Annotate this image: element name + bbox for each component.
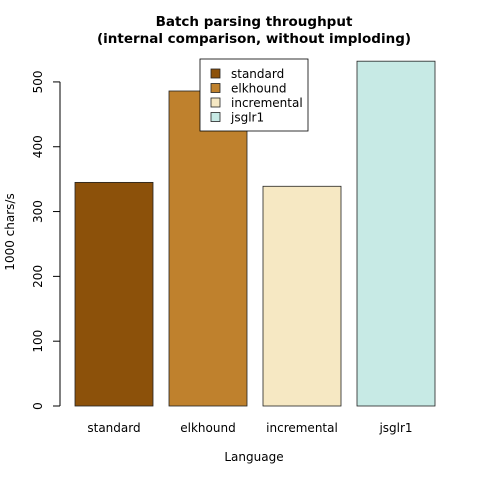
x-tick-labels: standard elkhound incremental jsglr1: [87, 421, 412, 435]
x-tick-label: standard: [87, 421, 140, 435]
y-tick-label: 400: [31, 135, 45, 158]
x-tick-label: elkhound: [180, 421, 235, 435]
bar-standard: [74, 181, 154, 407]
bar-jsglr1: [356, 60, 436, 407]
y-tick-label: 200: [31, 265, 45, 288]
y-tick-label: 0: [31, 402, 45, 410]
legend-label-incremental: incremental: [231, 96, 303, 110]
bar-elkhound: [168, 90, 248, 407]
legend-swatch-incremental: [210, 97, 221, 108]
y-tick-label: 300: [31, 200, 45, 223]
y-tick-label: 500: [31, 70, 45, 93]
y-tick-label: 100: [31, 330, 45, 353]
legend-swatch-standard: [210, 68, 221, 79]
y-axis-label: 1000 chars/s: [3, 193, 17, 270]
legend-swatch-jsglr1: [210, 112, 221, 122]
legend-label-standard: standard: [231, 67, 284, 81]
legend-label-elkhound: elkhound: [231, 82, 286, 96]
x-tick-label: incremental: [266, 421, 338, 435]
chart-title-line-1: Batch parsing throughput: [156, 14, 353, 30]
legend-swatch-elkhound: [210, 83, 221, 93]
x-tick-label: jsglr1: [378, 421, 412, 435]
chart-title-line-2: (internal comparison, without imploding): [97, 31, 411, 47]
y-axis: 0 100 200 300 400 500: [31, 70, 61, 410]
legend-label-jsglr1: jsglr1: [230, 111, 264, 125]
bars-group: [74, 60, 436, 407]
x-axis-label: Language: [224, 450, 283, 464]
bar-incremental: [262, 185, 342, 407]
